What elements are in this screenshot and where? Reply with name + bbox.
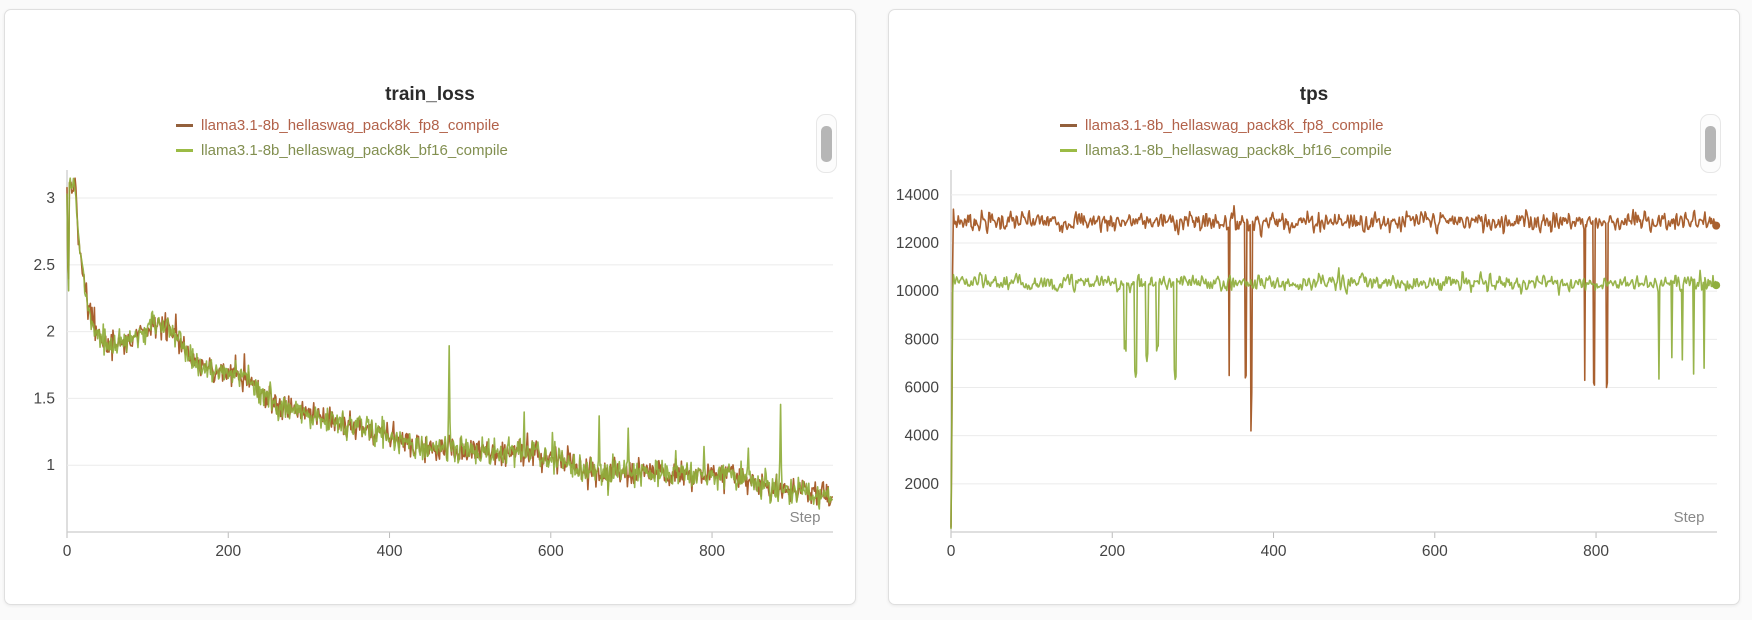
svg-text:600: 600	[538, 543, 564, 560]
svg-text:800: 800	[699, 543, 725, 560]
svg-text:10000: 10000	[896, 283, 939, 300]
svg-text:800: 800	[1583, 543, 1609, 560]
svg-text:3: 3	[46, 190, 55, 207]
svg-text:0: 0	[947, 543, 956, 560]
svg-text:200: 200	[215, 543, 241, 560]
svg-text:Step: Step	[1674, 509, 1705, 526]
svg-text:8000: 8000	[905, 331, 940, 348]
svg-text:200: 200	[1099, 543, 1125, 560]
svg-text:2000: 2000	[905, 476, 940, 493]
svg-text:400: 400	[377, 543, 403, 560]
svg-text:400: 400	[1261, 543, 1287, 560]
svg-text:4000: 4000	[905, 428, 940, 445]
svg-text:1.5: 1.5	[33, 390, 55, 407]
svg-text:Step: Step	[790, 509, 821, 526]
svg-text:1: 1	[46, 457, 55, 474]
svg-text:6000: 6000	[905, 380, 940, 397]
svg-text:0: 0	[63, 543, 72, 560]
svg-text:600: 600	[1422, 543, 1448, 560]
svg-text:2.5: 2.5	[33, 257, 55, 274]
svg-text:12000: 12000	[896, 235, 939, 252]
svg-text:2: 2	[46, 324, 55, 341]
svg-text:14000: 14000	[896, 187, 939, 204]
